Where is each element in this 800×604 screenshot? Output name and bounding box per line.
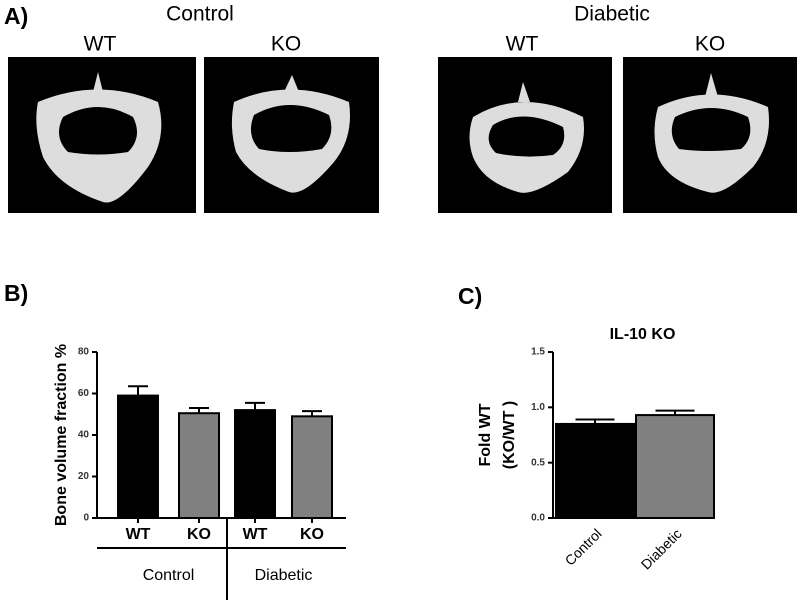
y-tick-label: 0.5 xyxy=(531,457,545,468)
group-label: Diabetic xyxy=(574,3,650,26)
y-tick-label: 80 xyxy=(78,347,90,358)
bar xyxy=(291,415,333,520)
column-label: WT xyxy=(506,33,539,56)
micro-ct-images xyxy=(8,57,797,213)
y-tick-label: 20 xyxy=(78,471,90,482)
y-axis-label: Fold WT xyxy=(477,403,494,466)
micro-ct-image xyxy=(204,57,379,213)
x-tick-label: KO xyxy=(187,526,211,543)
bar xyxy=(117,394,159,520)
y-tick-label: 0.0 xyxy=(531,513,545,524)
bar xyxy=(635,414,715,519)
group-label: Control xyxy=(143,567,195,584)
panel-label: B) xyxy=(4,280,28,306)
y-axis-label: Bone volume fraction % xyxy=(53,344,70,526)
panel-label: A) xyxy=(4,3,28,29)
column-label: KO xyxy=(271,33,301,56)
y-tick-label: 40 xyxy=(78,430,90,441)
group-label: Control xyxy=(166,3,234,26)
panel-label: C) xyxy=(458,283,482,309)
column-label: WT xyxy=(84,33,117,56)
x-tick-label: WT xyxy=(126,526,151,543)
group-label: Diabetic xyxy=(255,567,313,584)
bar xyxy=(555,422,635,519)
micro-ct-image xyxy=(438,57,612,213)
micro-ct-image xyxy=(8,57,196,213)
y-axis-label: (KO/WT ) xyxy=(501,401,518,469)
y-tick-label: 1.5 xyxy=(531,347,545,358)
column-label: KO xyxy=(695,33,725,56)
x-tick-label: WT xyxy=(243,526,268,543)
chart-title: IL-10 KO xyxy=(610,326,676,343)
x-tick-label: Diabetic xyxy=(638,525,685,572)
micro-ct-image xyxy=(623,57,797,213)
bar xyxy=(178,412,220,519)
y-tick-label: 60 xyxy=(78,388,90,399)
x-tick-label: Control xyxy=(562,525,605,568)
y-tick-label: 0 xyxy=(83,513,89,524)
y-tick-label: 1.0 xyxy=(531,402,545,413)
bar xyxy=(234,409,276,520)
x-tick-label: KO xyxy=(300,526,324,543)
